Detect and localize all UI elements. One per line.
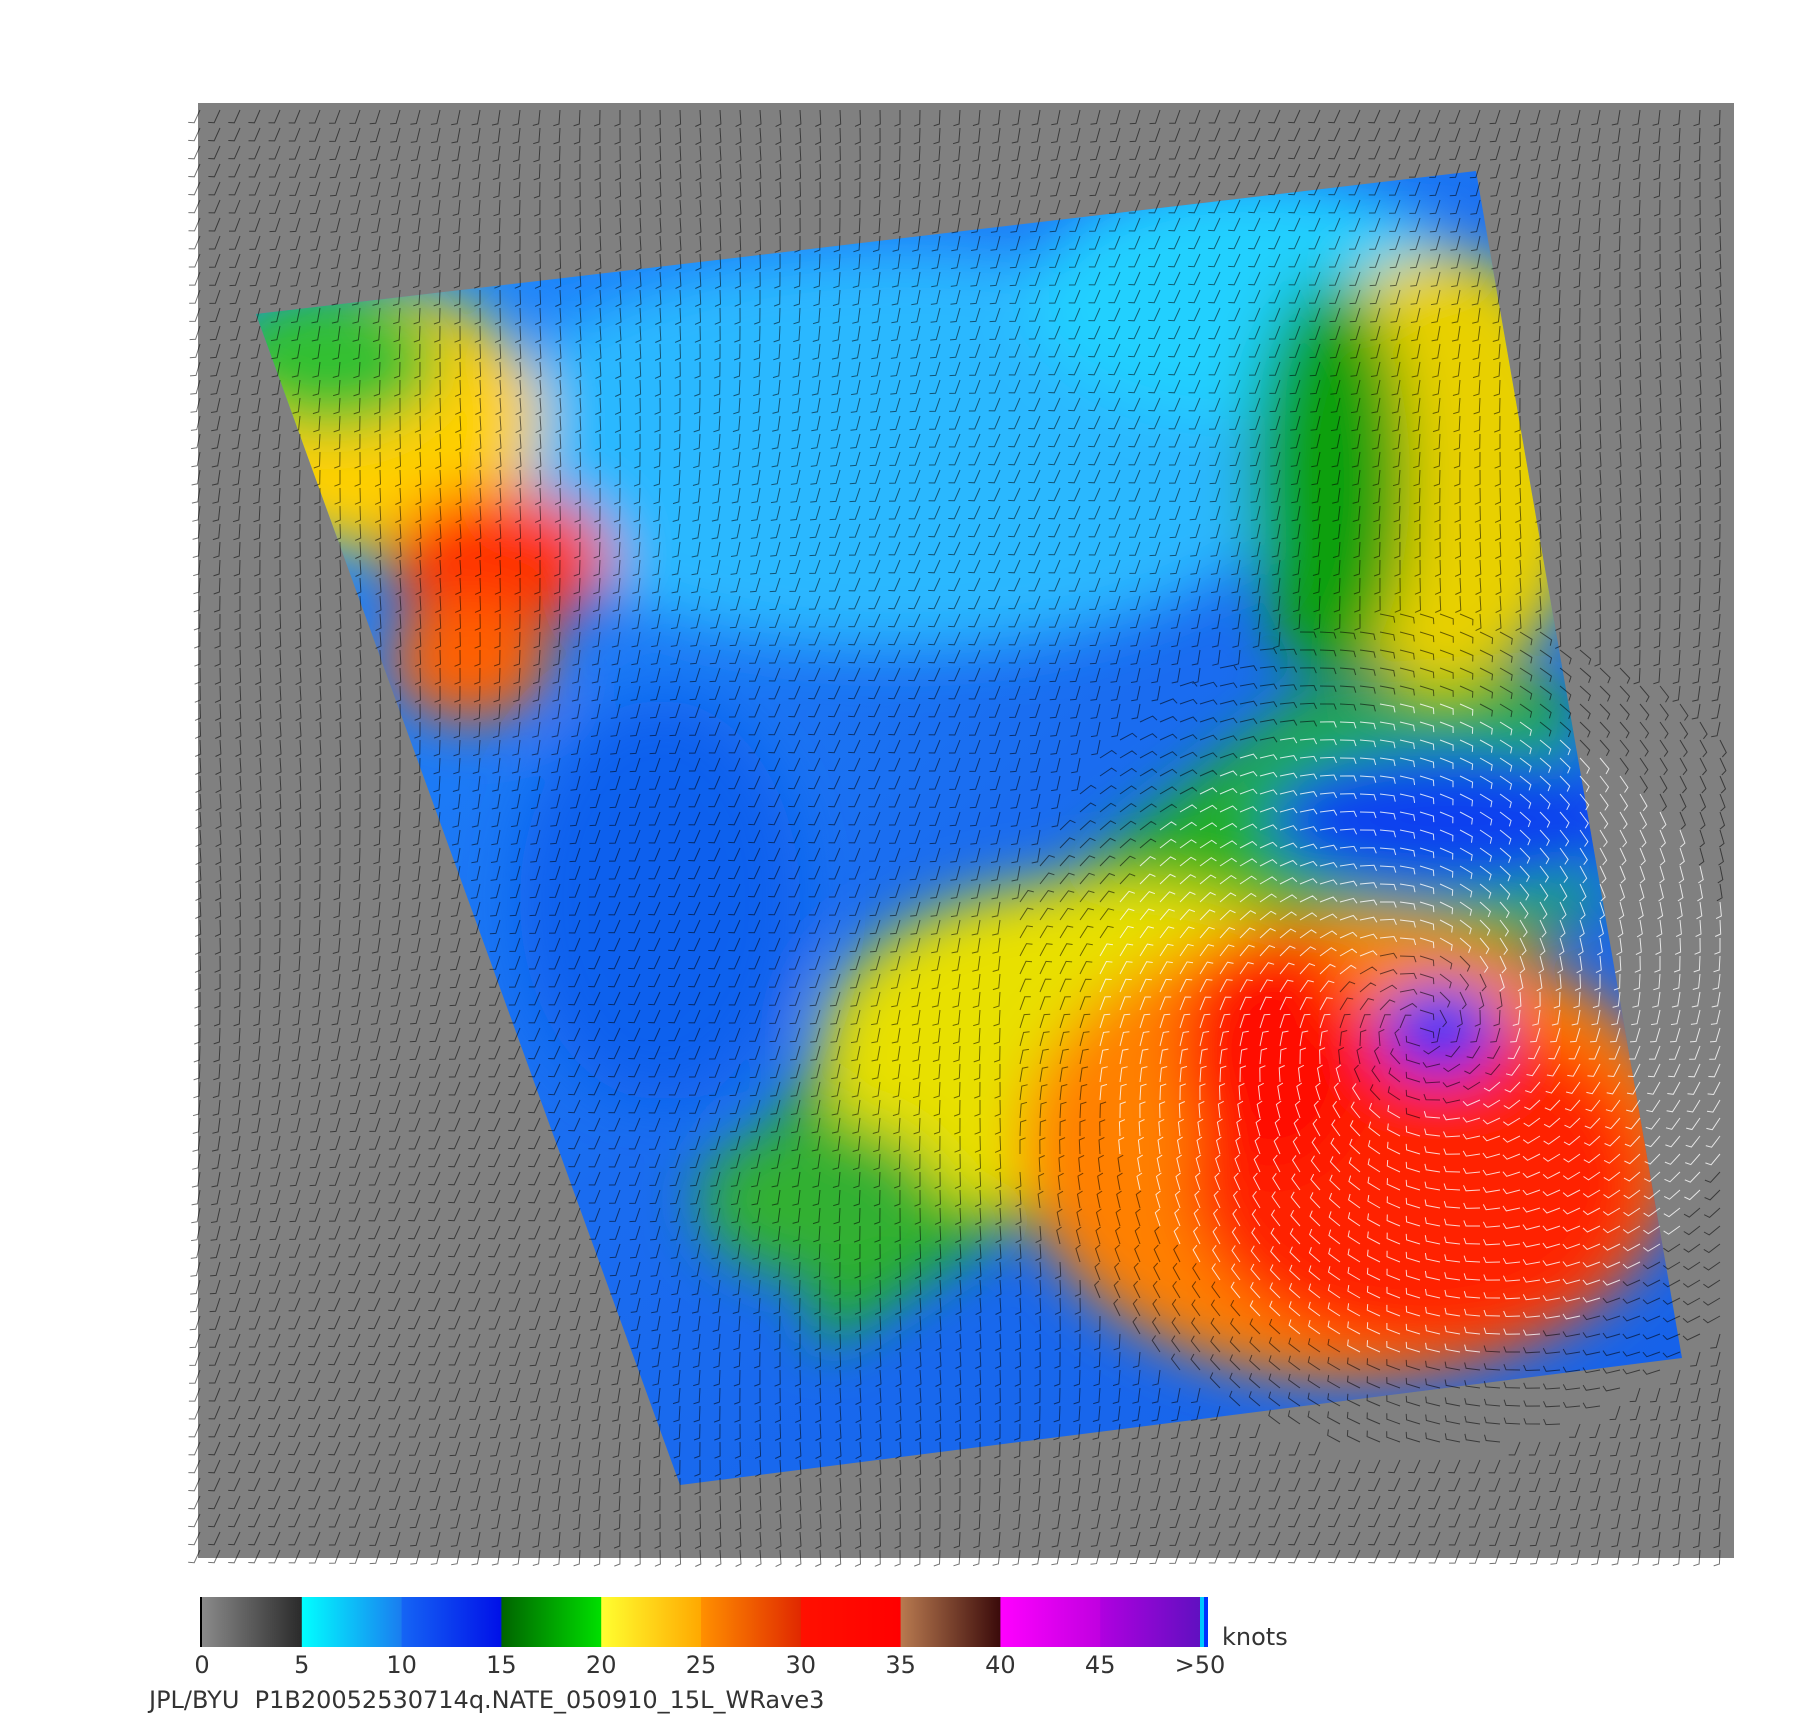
colorbar-tick-label: 45 — [1085, 1651, 1116, 1679]
colorbar-tick-label: 15 — [486, 1651, 517, 1679]
barbs-light — [1099, 703, 1722, 1353]
colorbar-tick-label: >50 — [1175, 1651, 1226, 1679]
colorbar-segment — [1100, 1597, 1201, 1647]
colorbar-tick-label: 10 — [386, 1651, 417, 1679]
colorbar-tick-label: 0 — [194, 1651, 209, 1679]
colorbar-segment — [701, 1597, 802, 1647]
wind-barbs — [188, 109, 1727, 1568]
colorbar-unit: knots — [1222, 1623, 1288, 1651]
colorbar-tick-label: 25 — [686, 1651, 717, 1679]
colorbar-segment — [900, 1597, 1001, 1647]
colorbar-segment — [501, 1597, 602, 1647]
colorbar-segment — [1000, 1597, 1101, 1647]
colorbar-segment — [301, 1597, 403, 1647]
colorbar-tick-label: 20 — [586, 1651, 617, 1679]
colorbar-segment — [202, 1597, 303, 1647]
footer: JPL/BYU P1B20052530714q.NATE_050910_15L_… — [147, 1686, 824, 1714]
colorbar-tick-label: 35 — [885, 1651, 916, 1679]
colorbar-segment — [601, 1597, 702, 1647]
colorbar-tick-label: 40 — [985, 1651, 1016, 1679]
colorbar-tick-label: 30 — [786, 1651, 817, 1679]
colorbar: 0 5 10 15 20 25 30 35 40 45 >50 — [194, 1597, 1225, 1679]
barbs-dark — [188, 109, 1727, 1568]
colorbar-segment — [800, 1597, 902, 1647]
colorbar-segment — [401, 1597, 502, 1647]
colorbar-tick-label: 5 — [294, 1651, 309, 1679]
